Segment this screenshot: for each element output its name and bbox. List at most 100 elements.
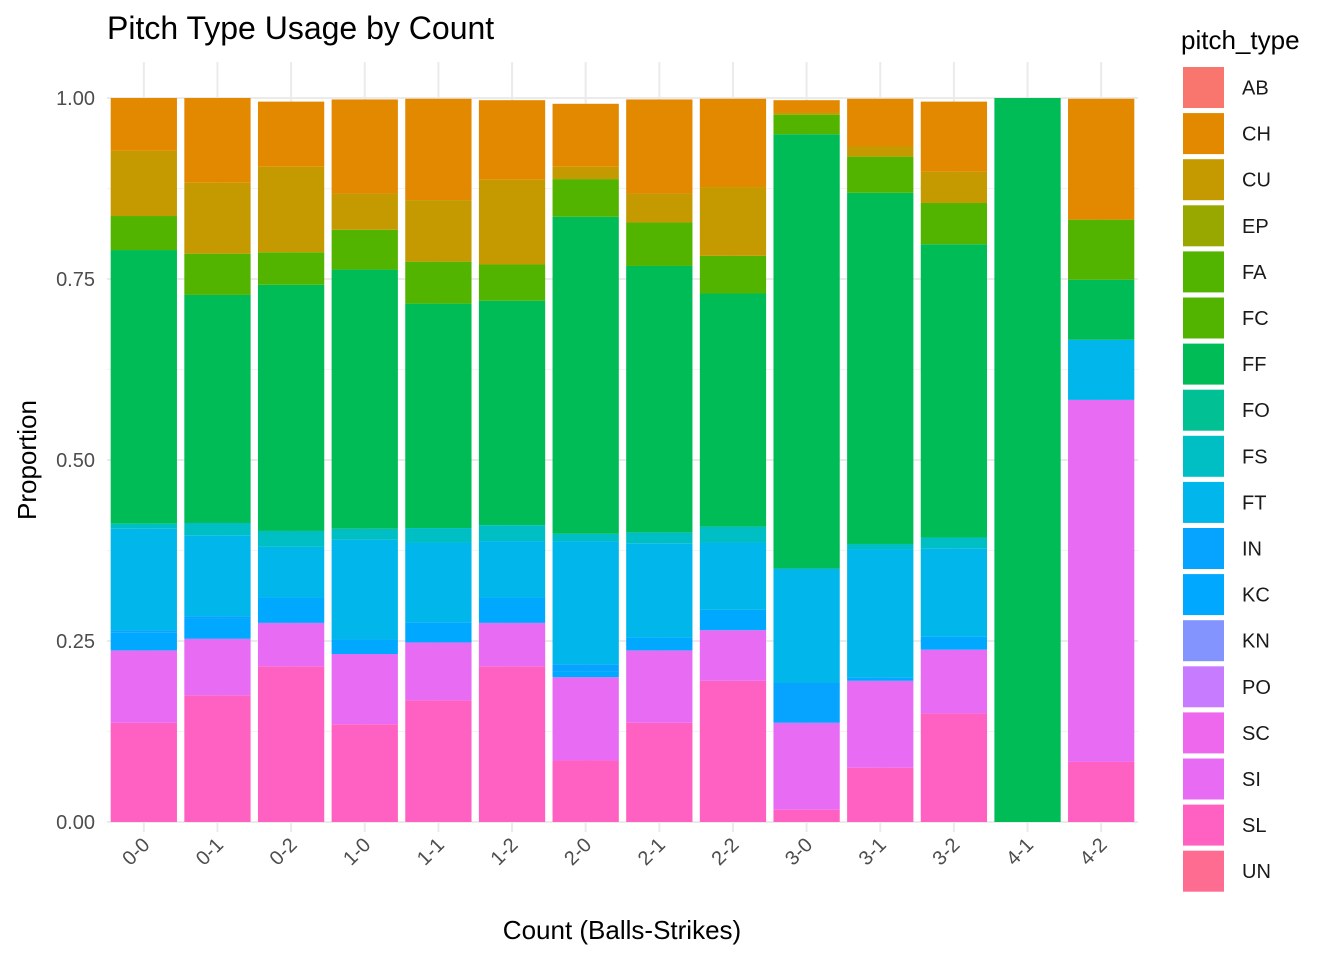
bar-segment-4-2-CH — [1068, 98, 1135, 220]
bar-segment-2-2-SL — [699, 680, 767, 822]
bar-segment-1-2-KC — [478, 597, 546, 623]
bar-segment-1-1-SI — [405, 642, 472, 701]
legend-label-PO: PO — [1242, 677, 1271, 699]
bar-segment-0-1-CU — [184, 182, 251, 254]
bar-segment-0-0-IN — [110, 630, 177, 633]
legend-label-CH: CH — [1242, 124, 1271, 146]
bar-segment-3-2-FT — [920, 548, 988, 637]
bar-segment-0-0-FF — [110, 250, 177, 524]
bar-segment-0-2-SI — [257, 622, 325, 667]
bar-segment-3-0-CU — [773, 112, 840, 115]
x-tick-label: 4-1 — [1002, 834, 1038, 870]
bar-segment-0-2-CH — [257, 101, 325, 167]
bar-segment-2-2-SI — [699, 630, 767, 681]
bar-segment-1-0-FS — [331, 528, 398, 540]
bar-segment-1-2-FS — [478, 525, 546, 542]
bar-segment-1-0-FF — [331, 269, 398, 529]
legend-key-CU — [1183, 159, 1224, 201]
bar-segment-1-1-FC — [405, 261, 472, 304]
bar-segment-3-0-FC — [773, 114, 840, 135]
legend: pitch_type AB CH CU EP FA FC FF FO FS FT IN KC KN PO S… — [1181, 25, 1300, 892]
legend-label-FO: FO — [1242, 400, 1270, 422]
bar-segment-1-0-CH — [331, 99, 398, 194]
bar-segment-0-0-KC — [110, 632, 177, 651]
bar-segment-3-2-SL — [920, 713, 988, 822]
legend-key-SL — [1183, 804, 1224, 846]
bar-segment-3-2-CU — [920, 171, 988, 203]
legend-key-UN — [1183, 850, 1224, 892]
legend-key-FT — [1183, 481, 1224, 523]
legend-items: AB CH CU EP FA FC FF FO FS FT IN KC KN PO SC SI SL UN — [1183, 67, 1271, 892]
bar-segment-3-0-FT — [773, 568, 840, 683]
bar-segment-2-1-SL — [626, 722, 693, 822]
legend-key-AB — [1183, 67, 1224, 108]
bar-segment-2-2-FS — [699, 526, 767, 543]
legend-key-SC — [1183, 712, 1224, 754]
x-tick-label: 2-1 — [634, 834, 670, 870]
legend-key-PO — [1183, 666, 1224, 708]
bar-segment-3-0-CH — [773, 100, 840, 113]
legend-label-FF: FF — [1242, 354, 1266, 376]
bar-segment-0-0-FS — [110, 523, 177, 529]
bar-segment-0-0-FC — [110, 216, 177, 251]
bar-segment-3-2-SI — [920, 649, 988, 714]
y-tick-label: 0.75 — [56, 269, 95, 291]
bar-segment-3-0-IN — [773, 682, 840, 723]
bar-segment-1-1-CU — [405, 200, 472, 262]
x-tick-label: 1-2 — [487, 834, 523, 870]
bar-segment-0-2-FF — [257, 284, 325, 531]
bar-segment-1-1-FT — [405, 542, 472, 623]
legend-label-FA: FA — [1242, 262, 1267, 284]
bar-segment-2-0-FF — [552, 216, 619, 534]
bar-segment-2-2-FF — [699, 293, 767, 527]
x-tick-label: 0-2 — [266, 834, 302, 870]
x-tick-label: 3-2 — [928, 834, 964, 870]
bar-segment-1-2-SI — [478, 622, 546, 667]
bar-segment-3-1-KC — [847, 677, 914, 681]
bar-segment-1-1-SL — [405, 700, 472, 822]
bar-segment-2-0-SL — [552, 760, 619, 822]
bar-segment-2-1-FT — [626, 543, 693, 638]
bar-segment-1-0-KC — [331, 639, 398, 655]
bar-segment-2-1-KC — [626, 637, 693, 651]
y-tick-labels: 0.00 0.25 0.50 0.75 1.00 — [56, 88, 95, 834]
bar-segment-2-2-FT — [699, 542, 767, 610]
bar-segment-4-2-FC — [1068, 219, 1135, 280]
bar-segment-0-0-SI — [110, 650, 177, 723]
bar-segment-3-1-CH — [847, 98, 914, 147]
bar-segment-0-2-FS — [257, 530, 325, 547]
legend-key-KN — [1183, 620, 1224, 662]
bar-segment-0-1-IN — [184, 616, 251, 619]
legend-key-FS — [1183, 435, 1224, 477]
bar-segment-0-1-FS — [184, 522, 251, 536]
legend-key-FC — [1183, 297, 1224, 339]
y-tick-label: 0.25 — [56, 631, 95, 653]
legend-label-CU: CU — [1242, 170, 1271, 192]
x-tick-label: 0-1 — [192, 834, 228, 870]
bar-segment-2-1-FF — [626, 265, 693, 533]
bar-segment-0-2-SL — [257, 666, 325, 822]
bar-segment-2-2-FC — [699, 255, 767, 294]
bar-segment-0-1-SI — [184, 638, 251, 696]
bar-segment-2-2-CU — [699, 187, 767, 256]
bar-segment-2-1-SI — [626, 650, 693, 723]
x-tick-label: 3-1 — [855, 834, 891, 870]
bar-segment-3-1-FT — [847, 549, 914, 678]
bar-segment-0-1-FC — [184, 253, 251, 295]
bar-segment-1-0-SI — [331, 654, 398, 725]
bar-segment-1-2-SL — [478, 666, 546, 822]
bar-segment-0-1-CH — [184, 98, 251, 183]
legend-key-SI — [1183, 758, 1224, 800]
bar-segment-1-2-FT — [478, 541, 546, 598]
bar-segment-0-2-FC — [257, 252, 325, 285]
bar-segment-1-1-FS — [405, 528, 472, 543]
legend-label-SC: SC — [1242, 723, 1270, 745]
bar-segment-0-0-CH — [110, 98, 177, 151]
bar-segment-1-1-CH — [405, 98, 472, 201]
y-tick-label: 0.00 — [56, 812, 95, 834]
bar-segment-3-2-FF — [920, 244, 988, 538]
legend-title: pitch_type — [1181, 25, 1300, 55]
legend-label-KN: KN — [1242, 631, 1270, 653]
y-tick-label: 0.50 — [56, 450, 95, 472]
bar-segment-3-2-CH — [920, 101, 988, 172]
